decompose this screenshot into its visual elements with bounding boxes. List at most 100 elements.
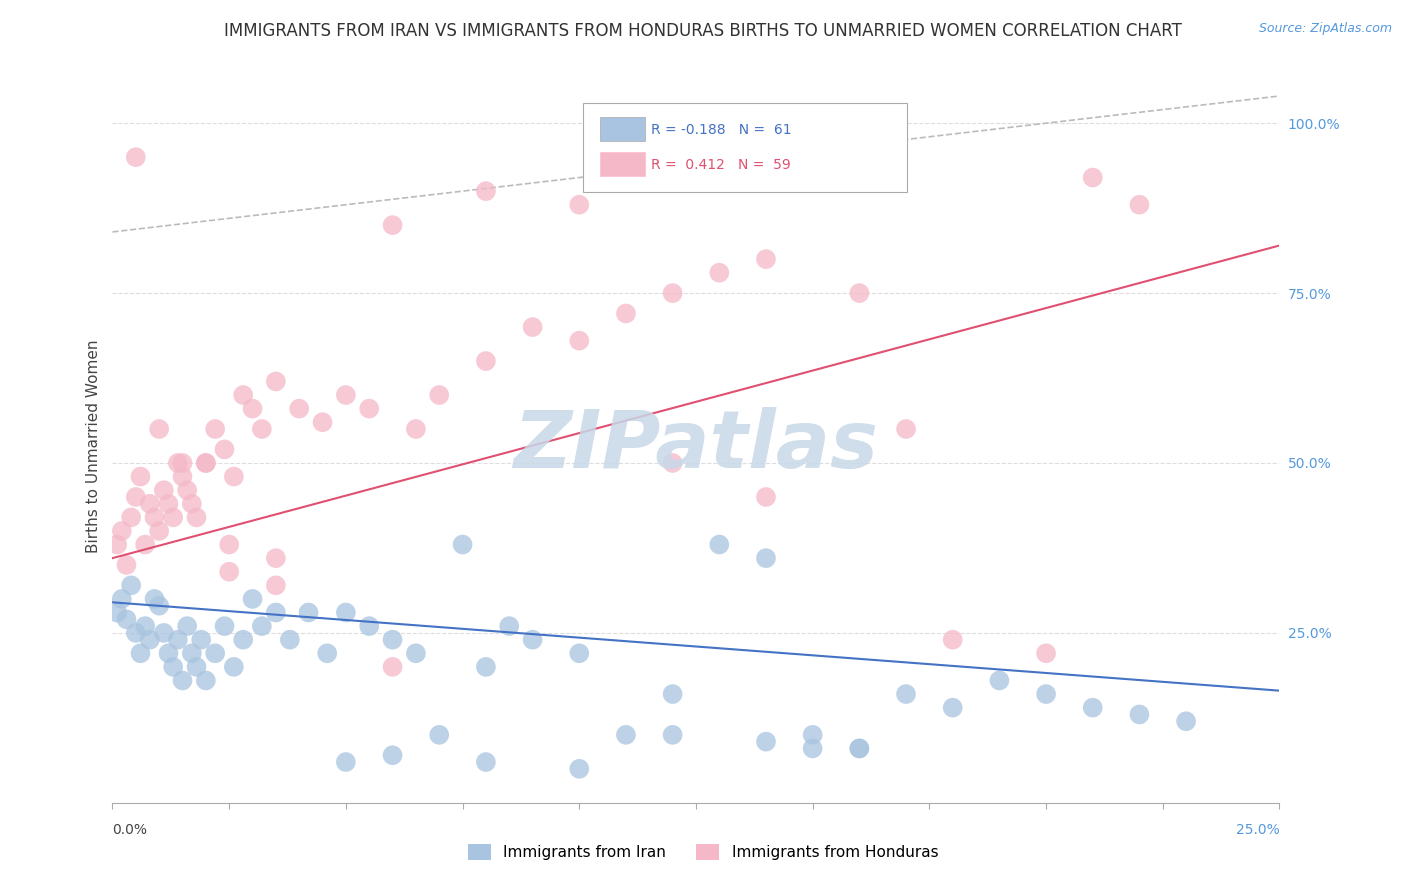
Text: ZIPatlas: ZIPatlas bbox=[513, 407, 879, 485]
Point bbox=[801, 741, 824, 756]
Point bbox=[894, 422, 917, 436]
Text: IMMIGRANTS FROM IRAN VS IMMIGRANTS FROM HONDURAS BIRTHS TO UNMARRIED WOMEN CORRE: IMMIGRANTS FROM IRAN VS IMMIGRANTS FROM … bbox=[224, 22, 1182, 40]
Point bbox=[105, 606, 128, 620]
Point bbox=[801, 728, 824, 742]
Point bbox=[190, 632, 212, 647]
Point bbox=[148, 599, 170, 613]
Point bbox=[194, 456, 217, 470]
Point bbox=[115, 612, 138, 626]
Point bbox=[172, 456, 194, 470]
Point bbox=[111, 524, 134, 538]
Point bbox=[194, 456, 217, 470]
Point bbox=[120, 510, 142, 524]
Point bbox=[475, 660, 498, 674]
Point bbox=[405, 422, 427, 436]
Point bbox=[172, 673, 194, 688]
Point bbox=[522, 320, 544, 334]
Point bbox=[172, 469, 194, 483]
Point bbox=[186, 660, 208, 674]
Point bbox=[381, 632, 404, 647]
Point bbox=[232, 388, 254, 402]
Point bbox=[134, 537, 156, 551]
Point bbox=[755, 551, 778, 566]
Point bbox=[153, 483, 176, 498]
Point bbox=[139, 497, 162, 511]
Point bbox=[162, 660, 184, 674]
Point bbox=[335, 388, 357, 402]
Point bbox=[218, 537, 240, 551]
Point bbox=[755, 734, 778, 748]
Point bbox=[242, 401, 264, 416]
Point bbox=[153, 626, 176, 640]
Point bbox=[139, 632, 162, 647]
Point bbox=[214, 619, 236, 633]
Point bbox=[264, 578, 287, 592]
Point bbox=[1081, 170, 1104, 185]
Point bbox=[176, 619, 198, 633]
Point bbox=[232, 632, 254, 647]
Point bbox=[568, 334, 591, 348]
Point bbox=[475, 354, 498, 368]
Point bbox=[186, 510, 208, 524]
Point bbox=[250, 422, 273, 436]
Point bbox=[297, 606, 319, 620]
Point bbox=[568, 198, 591, 212]
Point bbox=[427, 388, 450, 402]
Point bbox=[129, 646, 152, 660]
Point bbox=[222, 660, 245, 674]
Point bbox=[1175, 714, 1198, 729]
Point bbox=[148, 524, 170, 538]
Point bbox=[614, 728, 637, 742]
Point bbox=[214, 442, 236, 457]
Point bbox=[405, 646, 427, 660]
Text: R =  0.412   N =  59: R = 0.412 N = 59 bbox=[651, 158, 790, 172]
Point bbox=[755, 252, 778, 266]
Point bbox=[1128, 707, 1150, 722]
Point bbox=[311, 415, 333, 429]
Point bbox=[125, 150, 148, 164]
Point bbox=[242, 591, 264, 606]
Point bbox=[218, 565, 240, 579]
Point bbox=[162, 510, 184, 524]
Point bbox=[180, 646, 202, 660]
Point bbox=[176, 483, 198, 498]
Point bbox=[180, 497, 202, 511]
Point bbox=[166, 456, 188, 470]
Point bbox=[125, 490, 148, 504]
Point bbox=[1081, 700, 1104, 714]
Point bbox=[148, 422, 170, 436]
Point bbox=[359, 401, 381, 416]
Point bbox=[264, 375, 287, 389]
Point bbox=[129, 469, 152, 483]
Point bbox=[614, 306, 637, 320]
Point bbox=[522, 632, 544, 647]
Point bbox=[157, 497, 180, 511]
Point bbox=[250, 619, 273, 633]
Point bbox=[335, 606, 357, 620]
Point bbox=[359, 619, 381, 633]
Point bbox=[105, 537, 128, 551]
Point bbox=[335, 755, 357, 769]
Point bbox=[427, 728, 450, 742]
Text: 25.0%: 25.0% bbox=[1236, 823, 1279, 837]
Point bbox=[143, 591, 166, 606]
Point bbox=[194, 673, 217, 688]
Point bbox=[894, 687, 917, 701]
Point bbox=[475, 184, 498, 198]
Point bbox=[157, 646, 180, 660]
Point bbox=[204, 646, 226, 660]
Point bbox=[988, 673, 1011, 688]
Point bbox=[1128, 198, 1150, 212]
Point bbox=[848, 741, 870, 756]
Point bbox=[264, 551, 287, 566]
Point bbox=[1035, 687, 1057, 701]
Point bbox=[134, 619, 156, 633]
Point bbox=[143, 510, 166, 524]
Point bbox=[166, 632, 188, 647]
Text: 0.0%: 0.0% bbox=[112, 823, 148, 837]
Point bbox=[661, 456, 683, 470]
Point bbox=[381, 218, 404, 232]
Point bbox=[1035, 646, 1057, 660]
Point bbox=[204, 422, 226, 436]
Point bbox=[848, 741, 870, 756]
